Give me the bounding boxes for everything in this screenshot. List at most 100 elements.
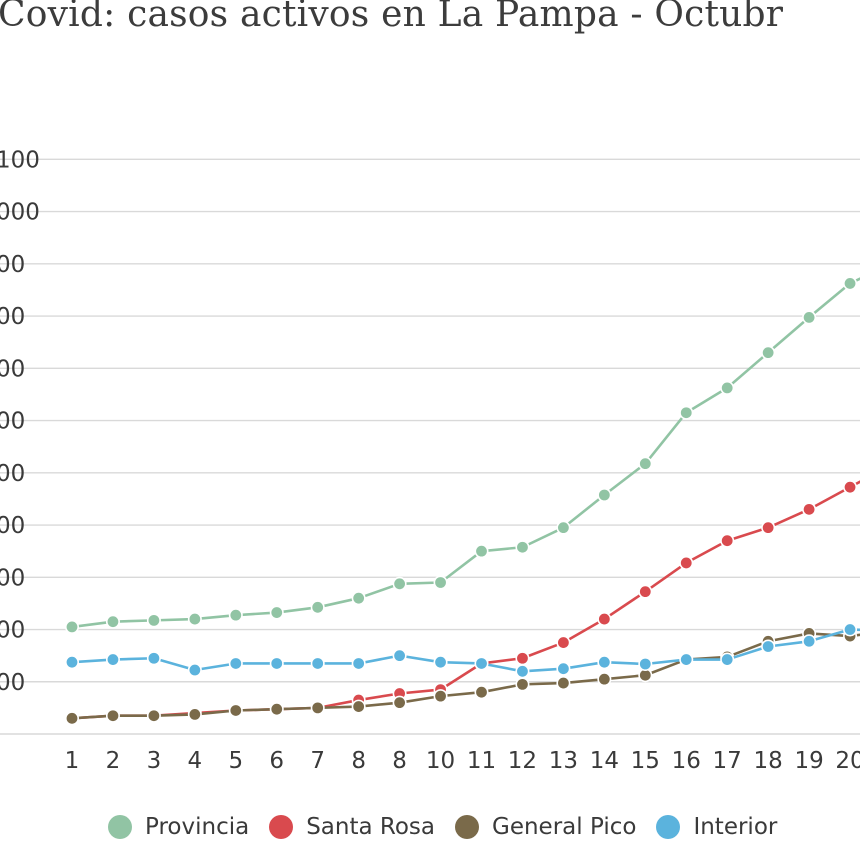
x-tick-label: 20 [835,748,860,774]
x-tick-label: 7 [310,748,325,774]
data-point[interactable] [187,707,202,722]
x-tick-label: 13 [549,748,578,774]
legend-item-general-pico[interactable]: General Pico [455,814,636,840]
data-point[interactable] [433,689,448,704]
legend-label-santa-rosa: Santa Rosa [306,814,435,840]
data-point[interactable] [679,652,694,667]
series-general-pico [65,626,860,726]
data-point[interactable] [638,584,653,599]
legend-label-interior: Interior [693,814,778,840]
series-layer [65,276,860,726]
data-point[interactable] [187,663,202,678]
data-point[interactable] [802,634,817,649]
data-point[interactable] [597,672,612,687]
legend-dot-santa-rosa [269,815,294,839]
data-point[interactable] [720,652,735,667]
data-point[interactable] [433,655,448,670]
data-point[interactable] [679,555,694,570]
data-point[interactable] [597,612,612,627]
data-point[interactable] [351,699,366,714]
x-tick-label: 1 [65,748,80,774]
data-point[interactable] [474,656,489,671]
data-point[interactable] [146,651,161,666]
data-point[interactable] [65,619,80,634]
data-point[interactable] [392,576,407,591]
data-point[interactable] [597,488,612,503]
data-point[interactable] [556,635,571,650]
data-point[interactable] [515,677,530,692]
data-point[interactable] [556,520,571,535]
y-tick-label: 000 [0,200,40,226]
data-point[interactable] [802,310,817,325]
data-point[interactable] [556,676,571,691]
data-point[interactable] [228,608,243,623]
data-point[interactable] [269,605,284,620]
legend-dot-provincia [108,815,132,839]
data-point[interactable] [515,664,530,679]
y-tick-label: 00 [0,513,25,539]
x-tick-label: 11 [467,748,496,774]
data-point[interactable] [597,655,612,670]
data-point[interactable] [843,480,858,495]
data-point[interactable] [187,612,202,627]
data-point[interactable] [228,703,243,718]
x-tick-label: 8 [351,748,366,774]
data-point[interactable] [269,656,284,671]
data-point[interactable] [515,540,530,555]
data-point[interactable] [65,711,80,726]
data-point[interactable] [351,656,366,671]
legend-item-provincia[interactable]: Provincia [108,814,249,840]
x-tick-label: 16 [672,748,701,774]
y-tick-label: 00 [0,670,25,696]
series-line [71,480,860,720]
grid-layer [0,158,860,735]
x-tick-label: 6 [269,748,284,774]
data-point[interactable] [761,520,776,535]
data-point[interactable] [310,600,325,615]
data-point[interactable] [310,656,325,671]
chart-title: Covid: casos activos en La Pampa - Octub… [0,0,784,35]
data-point[interactable] [720,533,735,548]
x-tick-label: 2 [106,748,121,774]
data-point[interactable] [228,656,243,671]
data-point[interactable] [556,661,571,676]
data-point[interactable] [146,708,161,723]
data-point[interactable] [146,613,161,628]
x-tick-label: 19 [794,748,823,774]
legend-label-provincia: Provincia [145,814,250,840]
data-point[interactable] [105,614,120,629]
data-point[interactable] [105,652,120,667]
legend-item-santa-rosa[interactable]: Santa Rosa [269,814,435,840]
data-point[interactable] [351,591,366,606]
data-point[interactable] [802,502,817,517]
series-provincia [65,276,860,634]
data-point[interactable] [679,405,694,420]
x-tick-label: 12 [508,748,537,774]
data-point[interactable] [65,655,80,670]
data-point[interactable] [105,708,120,723]
data-point[interactable] [720,380,735,395]
legend-item-interior[interactable]: Interior [656,814,777,840]
data-point[interactable] [515,651,530,666]
data-point[interactable] [310,700,325,715]
data-point[interactable] [392,648,407,663]
y-tick-label: 00 [0,618,25,644]
data-point[interactable] [843,622,858,637]
data-point[interactable] [474,685,489,700]
data-point[interactable] [269,702,284,717]
data-point[interactable] [433,575,448,590]
data-point[interactable] [392,695,407,710]
x-tick-label: 18 [754,748,783,774]
data-point[interactable] [638,656,653,671]
x-tick-label: 10 [426,748,455,774]
data-point[interactable] [761,639,776,654]
data-point[interactable] [761,345,776,360]
x-tick-label: 15 [631,748,660,774]
x-tick-label: 5 [228,748,243,774]
data-point[interactable] [474,544,489,559]
data-point[interactable] [843,276,858,291]
data-point[interactable] [638,456,653,471]
y-tick-label: 00 [0,356,25,382]
